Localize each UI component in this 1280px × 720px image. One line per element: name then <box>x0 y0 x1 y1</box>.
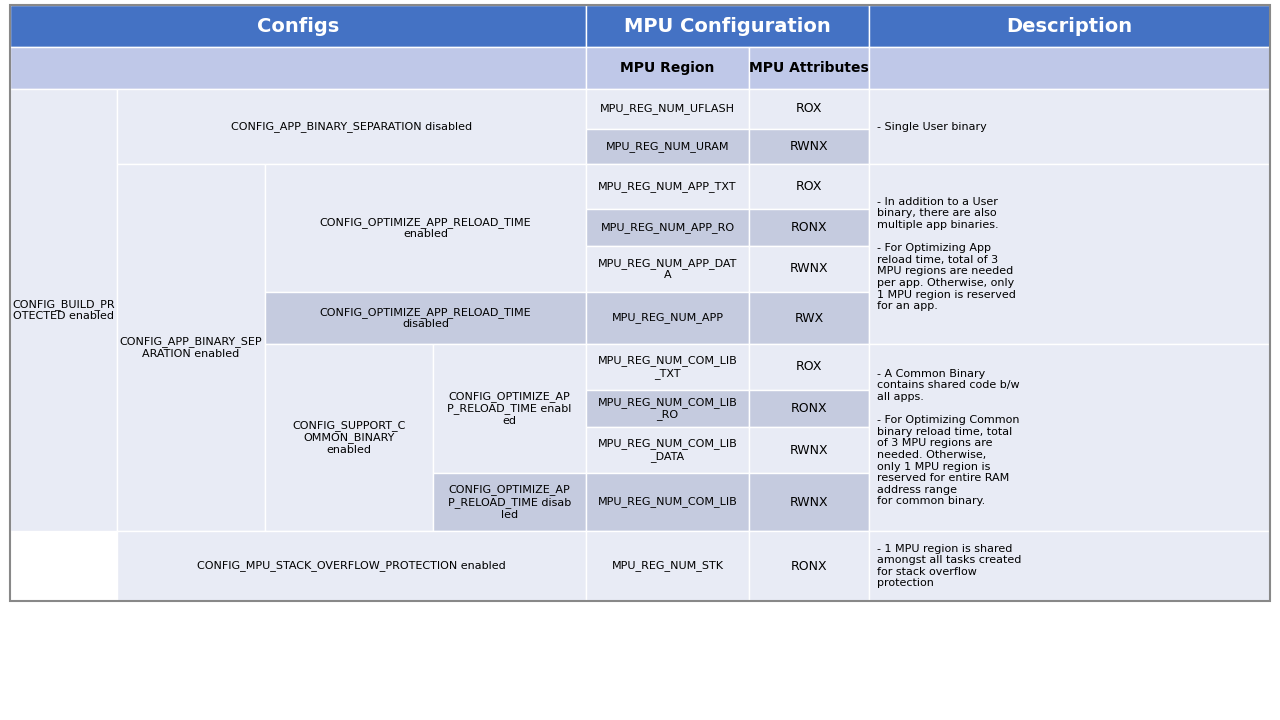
Text: - In addition to a User
binary, there are also
multiple app binaries.

- For Opt: - In addition to a User binary, there ar… <box>877 197 1016 311</box>
Bar <box>116 89 586 164</box>
Bar <box>10 89 116 531</box>
Text: CONFIG_BUILD_PR
OTECTED enabled: CONFIG_BUILD_PR OTECTED enabled <box>13 299 115 321</box>
Bar <box>116 531 586 601</box>
Text: Configs: Configs <box>257 17 339 35</box>
Text: RWNX: RWNX <box>790 444 828 456</box>
Bar <box>433 473 586 531</box>
Text: MPU_REG_NUM_UFLASH: MPU_REG_NUM_UFLASH <box>600 104 735 114</box>
Bar <box>586 531 749 601</box>
Text: MPU Attributes: MPU Attributes <box>749 61 869 75</box>
Bar <box>586 427 749 473</box>
Bar <box>749 164 869 209</box>
Bar <box>586 47 749 89</box>
Bar <box>869 5 1270 47</box>
Bar <box>586 473 749 531</box>
Text: RONX: RONX <box>791 221 827 234</box>
Text: CONFIG_OPTIMIZE_APP_RELOAD_TIME
enabled: CONFIG_OPTIMIZE_APP_RELOAD_TIME enabled <box>320 217 531 239</box>
Bar <box>869 164 1270 344</box>
Text: MPU_REG_NUM_COM_LIB
_DATA: MPU_REG_NUM_COM_LIB _DATA <box>598 438 737 462</box>
Bar <box>749 531 869 601</box>
Bar <box>10 5 1270 601</box>
Bar <box>869 47 1270 89</box>
Text: ROX: ROX <box>796 361 822 374</box>
Bar <box>749 427 869 473</box>
Bar <box>749 292 869 344</box>
Text: RWNX: RWNX <box>790 495 828 508</box>
Text: Description: Description <box>1006 17 1133 35</box>
Text: RONX: RONX <box>791 559 827 572</box>
Text: MPU Configuration: MPU Configuration <box>625 17 831 35</box>
Bar <box>586 209 749 246</box>
Text: ROX: ROX <box>796 102 822 115</box>
Text: CONFIG_OPTIMIZE_APP_RELOAD_TIME
disabled: CONFIG_OPTIMIZE_APP_RELOAD_TIME disabled <box>320 307 531 329</box>
Text: MPU_REG_NUM_COM_LIB: MPU_REG_NUM_COM_LIB <box>598 497 737 508</box>
Bar <box>869 89 1270 164</box>
Bar <box>586 344 749 390</box>
Text: CONFIG_SUPPORT_C
OMMON_BINARY
enabled: CONFIG_SUPPORT_C OMMON_BINARY enabled <box>292 420 406 455</box>
Text: CONFIG_APP_BINARY_SEP
ARATION enabled: CONFIG_APP_BINARY_SEP ARATION enabled <box>120 336 262 359</box>
Text: MPU_REG_NUM_COM_LIB
_TXT: MPU_REG_NUM_COM_LIB _TXT <box>598 355 737 379</box>
Text: MPU_REG_NUM_STK: MPU_REG_NUM_STK <box>612 561 723 572</box>
Text: - 1 MPU region is shared
amongst all tasks created
for stack overflow
protection: - 1 MPU region is shared amongst all tas… <box>877 544 1021 588</box>
Bar <box>433 344 586 473</box>
Bar <box>10 47 586 89</box>
Bar <box>869 344 1270 531</box>
Text: MPU_REG_NUM_APP: MPU_REG_NUM_APP <box>612 312 723 323</box>
Bar <box>749 129 869 164</box>
Text: RWNX: RWNX <box>790 263 828 276</box>
Text: RWNX: RWNX <box>790 140 828 153</box>
Bar <box>586 5 869 47</box>
Bar <box>586 246 749 292</box>
Text: MPU_REG_NUM_URAM: MPU_REG_NUM_URAM <box>605 141 730 152</box>
Text: MPU_REG_NUM_COM_LIB
_RO: MPU_REG_NUM_COM_LIB _RO <box>598 397 737 420</box>
Bar <box>749 390 869 427</box>
Text: CONFIG_MPU_STACK_OVERFLOW_PROTECTION enabled: CONFIG_MPU_STACK_OVERFLOW_PROTECTION ena… <box>197 561 506 572</box>
Bar <box>586 390 749 427</box>
Bar <box>265 164 586 292</box>
Bar <box>749 47 869 89</box>
Text: CONFIG_OPTIMIZE_AP
P_RELOAD_TIME disab
led: CONFIG_OPTIMIZE_AP P_RELOAD_TIME disab l… <box>448 485 571 520</box>
Text: MPU Region: MPU Region <box>621 61 714 75</box>
Bar <box>586 129 749 164</box>
Bar <box>10 5 586 47</box>
Text: MPU_REG_NUM_APP_DAT
A: MPU_REG_NUM_APP_DAT A <box>598 258 737 280</box>
Bar <box>265 292 586 344</box>
Bar <box>749 473 869 531</box>
Text: - Single User binary: - Single User binary <box>877 122 987 132</box>
Text: MPU_REG_NUM_APP_TXT: MPU_REG_NUM_APP_TXT <box>598 181 737 192</box>
Bar <box>749 89 869 129</box>
Bar <box>749 209 869 246</box>
Bar <box>586 292 749 344</box>
Bar <box>116 164 265 531</box>
Bar <box>586 164 749 209</box>
Text: RONX: RONX <box>791 402 827 415</box>
Bar <box>586 89 749 129</box>
Text: MPU_REG_NUM_APP_RO: MPU_REG_NUM_APP_RO <box>600 222 735 233</box>
Bar <box>265 344 433 531</box>
Text: - A Common Binary
contains shared code b/w
all apps.

- For Optimizing Common
bi: - A Common Binary contains shared code b… <box>877 369 1020 506</box>
Text: CONFIG_OPTIMIZE_AP
P_RELOAD_TIME enabl
ed: CONFIG_OPTIMIZE_AP P_RELOAD_TIME enabl e… <box>447 391 572 426</box>
Text: ROX: ROX <box>796 180 822 193</box>
Text: CONFIG_APP_BINARY_SEPARATION disabled: CONFIG_APP_BINARY_SEPARATION disabled <box>230 121 472 132</box>
Bar <box>749 344 869 390</box>
Bar <box>869 531 1270 601</box>
Bar <box>749 246 869 292</box>
Text: RWX: RWX <box>795 312 823 325</box>
